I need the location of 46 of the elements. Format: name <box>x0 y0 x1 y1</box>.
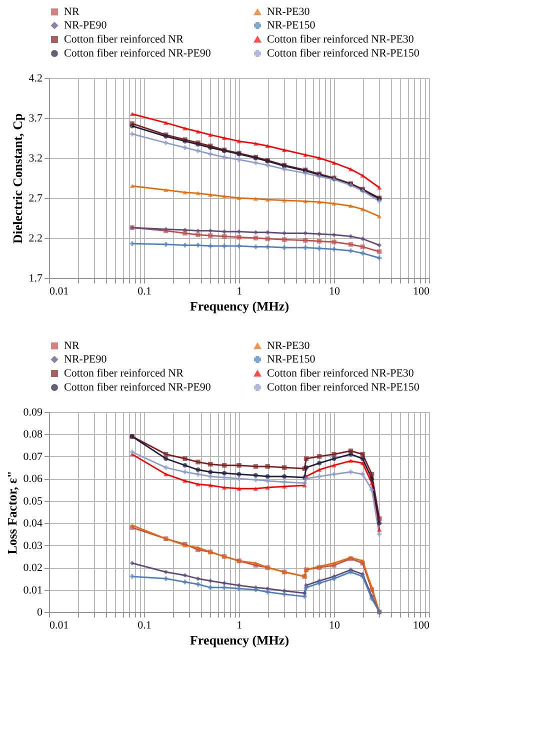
x-tick-label: 10 <box>329 286 340 298</box>
legend-label: NR-PE30 <box>267 340 310 352</box>
legend-label: Cotton fiber reinforced NR-PE30 <box>267 34 414 46</box>
legend-label: NR-PE30 <box>267 6 310 18</box>
y-axis-title: Dielectric Constant, Cp <box>10 113 25 244</box>
y-tick-label: 0.03 <box>23 540 43 552</box>
x-tick-label: 0.01 <box>50 620 69 632</box>
legend-label: NR-PE150 <box>267 354 316 366</box>
x-axis-title: Frequency (MHz) <box>190 632 290 648</box>
x-tick-label: 100 <box>413 620 430 632</box>
x-tick-label: 1 <box>236 286 242 298</box>
x-tick-label: 0.1 <box>138 286 152 298</box>
y-tick-label: 0 <box>37 606 43 618</box>
y-tick-label: 0.06 <box>23 473 43 486</box>
x-tick-label: 0.1 <box>138 620 152 632</box>
legend-label: Cotton fiber reinforced NR-PE30 <box>267 368 414 380</box>
y-tick-label: 3.2 <box>28 152 42 164</box>
x-tick-label: 0.01 <box>50 286 69 298</box>
y-tick-label: 0.02 <box>23 562 42 574</box>
y-tick-label: 2.2 <box>28 232 42 244</box>
y-tick-label: 1.7 <box>28 272 43 284</box>
y-tick-label: 0.01 <box>23 584 42 596</box>
legend-label: Cotton fiber reinforced NR-PE150 <box>267 48 420 60</box>
y-tick-label: 0.09 <box>23 406 43 418</box>
legend-label: NR-PE90 <box>64 20 108 32</box>
legend-label: Cotton fiber reinforced NR <box>64 368 184 380</box>
legend-label: Cotton fiber reinforced NR-PE90 <box>64 48 212 60</box>
legend-label: Cotton fiber reinforced NR-PE150 <box>267 382 420 394</box>
legend-label: NR <box>64 6 80 18</box>
legend-label: NR-PE150 <box>267 20 316 32</box>
x-tick-label: 10 <box>329 620 340 632</box>
y-tick-label: 4.2 <box>28 72 42 84</box>
legend-label: Cotton fiber reinforced NR <box>64 34 184 46</box>
y-tick-label: 0.04 <box>23 518 43 530</box>
y-tick-label: 0.05 <box>23 495 43 508</box>
legend-label: Cotton fiber reinforced NR-PE90 <box>64 382 212 394</box>
legend-label: NR-PE90 <box>64 354 108 366</box>
x-axis-title: Frequency (MHz) <box>190 298 290 314</box>
y-tick-label: 0.07 <box>23 450 43 463</box>
y-tick-label: 0.08 <box>23 428 43 441</box>
x-tick-label: 1 <box>236 620 242 632</box>
y-tick-label: 3.7 <box>28 112 43 124</box>
x-tick-label: 100 <box>413 286 430 298</box>
y-axis-title: Loss Factor, ε" <box>4 470 20 554</box>
y-tick-label: 2.7 <box>28 192 43 204</box>
legend-label: NR <box>64 340 80 352</box>
